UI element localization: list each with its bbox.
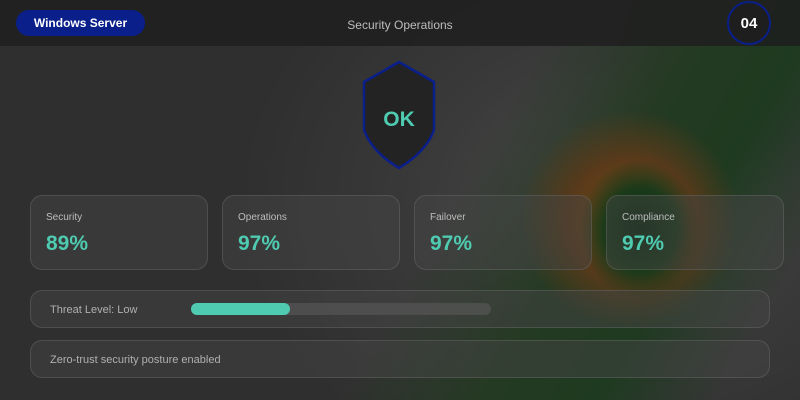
note-row: Zero-trust security posture enabled — [30, 340, 770, 378]
threat-level-row: Threat Level: Low — [30, 290, 770, 328]
shield-status: OK — [360, 60, 438, 170]
threat-label: Threat Level: Low — [50, 304, 138, 316]
server-pill[interactable]: Windows Server — [16, 10, 145, 36]
metric-value: 97% — [238, 232, 281, 255]
metric-value: 89% — [46, 232, 89, 255]
metric-card-security: Security 89% — [30, 195, 208, 270]
note-text: Zero-trust security posture enabled — [50, 354, 221, 366]
page-title: Security Operations — [347, 18, 453, 32]
count-badge: 04 — [727, 1, 771, 45]
metric-card-failover: Failover 97% — [414, 195, 592, 270]
metric-label: Security — [46, 212, 83, 223]
threat-progress-fill — [191, 303, 290, 315]
header-bar: Windows Server Security Operations 04 — [0, 0, 800, 46]
metric-label: Operations — [238, 212, 287, 223]
metric-value: 97% — [430, 232, 473, 255]
metric-card-compliance: Compliance 97% — [606, 195, 784, 270]
metric-value: 97% — [622, 232, 665, 255]
status-label: OK — [383, 108, 415, 131]
threat-progress-bar — [191, 303, 491, 315]
metric-label: Failover — [430, 212, 466, 223]
metric-card-operations: Operations 97% — [222, 195, 400, 270]
metric-label: Compliance — [622, 212, 675, 223]
shield-icon — [362, 60, 436, 170]
